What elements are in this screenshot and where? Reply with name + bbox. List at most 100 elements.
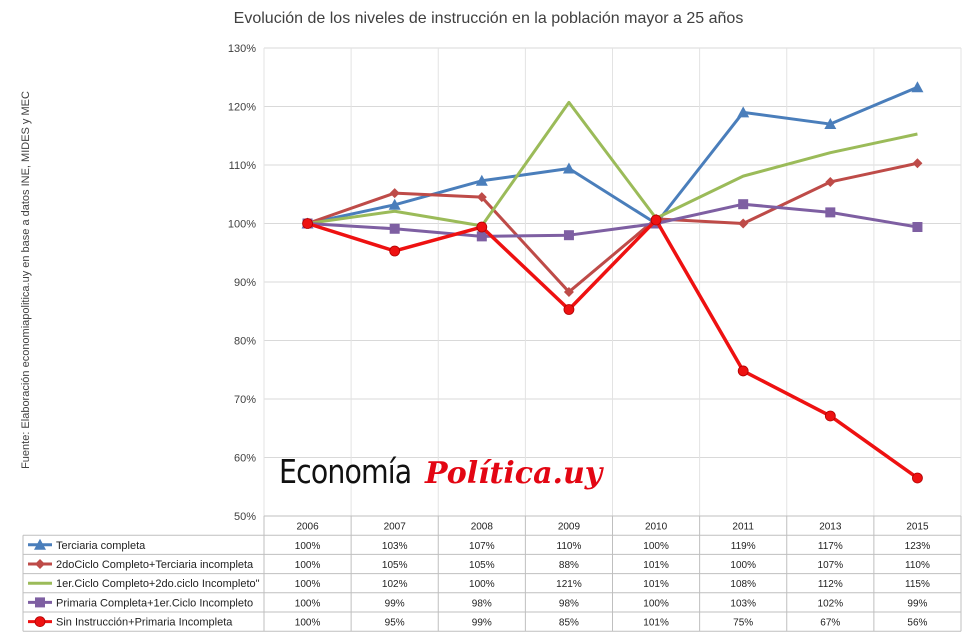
series-4-line (307, 202, 918, 238)
data-label: 100% (295, 618, 321, 629)
marker-diamond (825, 176, 836, 187)
marker-triangle (475, 174, 488, 186)
data-label: 108% (730, 579, 756, 590)
economia-politica-logo: Economía Política.uy (279, 452, 602, 502)
data-label: 107% (469, 541, 495, 552)
marker-square (825, 207, 836, 218)
marker-diamond (912, 158, 923, 169)
x-tick-label: 2011 (732, 522, 754, 533)
x-tick-label: 2015 (906, 522, 929, 533)
legend-label: Primaria Completa+1er.Ciclo Incompleto (56, 597, 253, 609)
data-label: 56% (907, 618, 927, 629)
data-label: 85% (559, 618, 579, 629)
data-label: 110% (557, 541, 582, 552)
series-1-legend: Terciaria completa (28, 538, 146, 552)
marker-circle (302, 218, 313, 229)
data-label: 98% (472, 598, 492, 609)
marker-diamond (563, 286, 574, 297)
marker-square (912, 222, 923, 233)
marker-circle (476, 221, 488, 233)
series-3-legend: 1er.Ciclo Completo+2do.ciclo Incompleto" (28, 578, 260, 590)
data-label: 100% (643, 541, 669, 552)
legend-label: 2doCiclo Completo+Terciaria incompleta (56, 559, 254, 571)
marker-square (563, 230, 574, 241)
y-tick-label: 100% (228, 219, 256, 231)
series-2-line (307, 161, 918, 294)
data-label: 67% (820, 618, 840, 629)
marker-circle (912, 472, 923, 484)
y-tick-label: 60% (234, 453, 256, 465)
series-1 (301, 81, 924, 229)
chart-series (301, 81, 924, 484)
marker-circle (389, 245, 401, 257)
data-label: 117% (818, 541, 843, 552)
data-label: 103% (382, 541, 408, 552)
data-label: 101% (643, 579, 669, 590)
data-label: 95% (385, 618, 405, 629)
marker-circle (650, 214, 662, 226)
x-tick-label: 2008 (471, 522, 494, 533)
y-tick-label: 70% (234, 394, 256, 406)
data-label: 123% (905, 541, 931, 552)
data-label: 100% (643, 598, 669, 609)
logo-text-politica: Política.uy (425, 456, 603, 491)
marker-diamond (35, 559, 45, 569)
data-label: 101% (643, 618, 669, 629)
y-tick-label: 110% (229, 160, 257, 172)
marker-square (35, 597, 45, 608)
y-tick-label: 80% (234, 336, 256, 348)
marker-triangle (562, 162, 575, 174)
marker-circle (824, 410, 836, 422)
marker-circle (34, 616, 46, 627)
data-label: 100% (469, 579, 495, 590)
marker-triangle (34, 538, 46, 550)
data-label: 100% (730, 560, 756, 571)
data-label: 110% (905, 560, 930, 571)
data-label: 98% (559, 598, 579, 609)
marker-triangle (824, 118, 837, 130)
data-label: 101% (643, 560, 669, 571)
marker-diamond (476, 192, 487, 203)
data-label: 119% (731, 541, 756, 552)
x-tick-label: 2007 (384, 522, 407, 533)
y-tick-label: 90% (234, 277, 256, 289)
series-5-legend: Sin Instrucción+Primaria Incompleta (28, 616, 233, 629)
data-label: 107% (818, 560, 844, 571)
marker-diamond (738, 218, 749, 229)
x-tick-label: 2009 (558, 522, 581, 533)
series-3 (307, 100, 918, 228)
marker-triangle (737, 106, 750, 118)
marker-circle (737, 365, 749, 377)
logo-text-economia: Economía (279, 452, 412, 491)
legend-label: Terciaria completa (56, 540, 146, 552)
series-2-legend: 2doCiclo Completo+Terciaria incompleta (28, 559, 254, 571)
data-label: 102% (382, 579, 408, 590)
marker-triangle (388, 198, 401, 210)
series-5 (302, 214, 923, 484)
chart-grid (263, 47, 962, 517)
series-1-line (307, 85, 919, 225)
y-tick-label: 50% (234, 511, 256, 523)
marker-triangle (911, 81, 924, 93)
data-label: 112% (818, 579, 843, 590)
marker-square (476, 231, 487, 242)
data-label: 100% (295, 579, 321, 590)
marker-diamond (389, 188, 400, 199)
data-label: 100% (295, 541, 321, 552)
y-tick-label: 130% (228, 43, 256, 55)
data-table: 2006 2007 2008 2009 2010 2011 2013 2015 Terciari… (22, 515, 962, 632)
data-label: 115% (905, 579, 930, 590)
data-label: 99% (385, 598, 405, 609)
marker-square (389, 223, 400, 234)
x-tick-label: 2006 (296, 522, 319, 533)
x-tick-label: 2010 (645, 522, 668, 533)
data-label: 100% (295, 598, 321, 609)
marker-square (738, 199, 749, 210)
data-label: 105% (382, 560, 408, 571)
legend-label: 1er.Ciclo Completo+2do.ciclo Incompleto" (56, 578, 260, 590)
data-label: 75% (733, 618, 753, 629)
chart-title: Evolución de los niveles de instrucción … (233, 10, 744, 27)
series-3-line (307, 100, 918, 228)
data-label: 105% (469, 560, 495, 571)
